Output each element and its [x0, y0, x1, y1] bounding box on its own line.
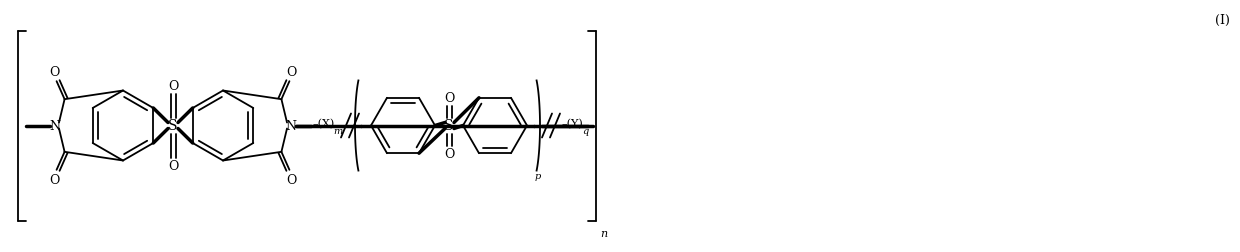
Text: O: O	[167, 80, 179, 93]
Text: O: O	[50, 174, 60, 186]
Text: O: O	[286, 66, 296, 78]
Text: –(Y): –(Y)	[562, 119, 584, 129]
Text: O: O	[50, 66, 60, 78]
Text: S: S	[169, 119, 177, 133]
Text: p: p	[534, 171, 541, 180]
Text: S: S	[444, 119, 454, 133]
Text: m: m	[334, 127, 342, 136]
Text: N: N	[50, 119, 61, 133]
Text: O: O	[167, 159, 179, 172]
Text: N: N	[285, 119, 296, 133]
Text: q: q	[582, 127, 588, 136]
Text: n: n	[600, 229, 608, 239]
Text: O: O	[444, 147, 454, 160]
Text: –(X): –(X)	[312, 119, 335, 129]
Text: O: O	[444, 92, 454, 105]
Text: O: O	[286, 174, 296, 186]
Text: (I): (I)	[1214, 13, 1229, 26]
